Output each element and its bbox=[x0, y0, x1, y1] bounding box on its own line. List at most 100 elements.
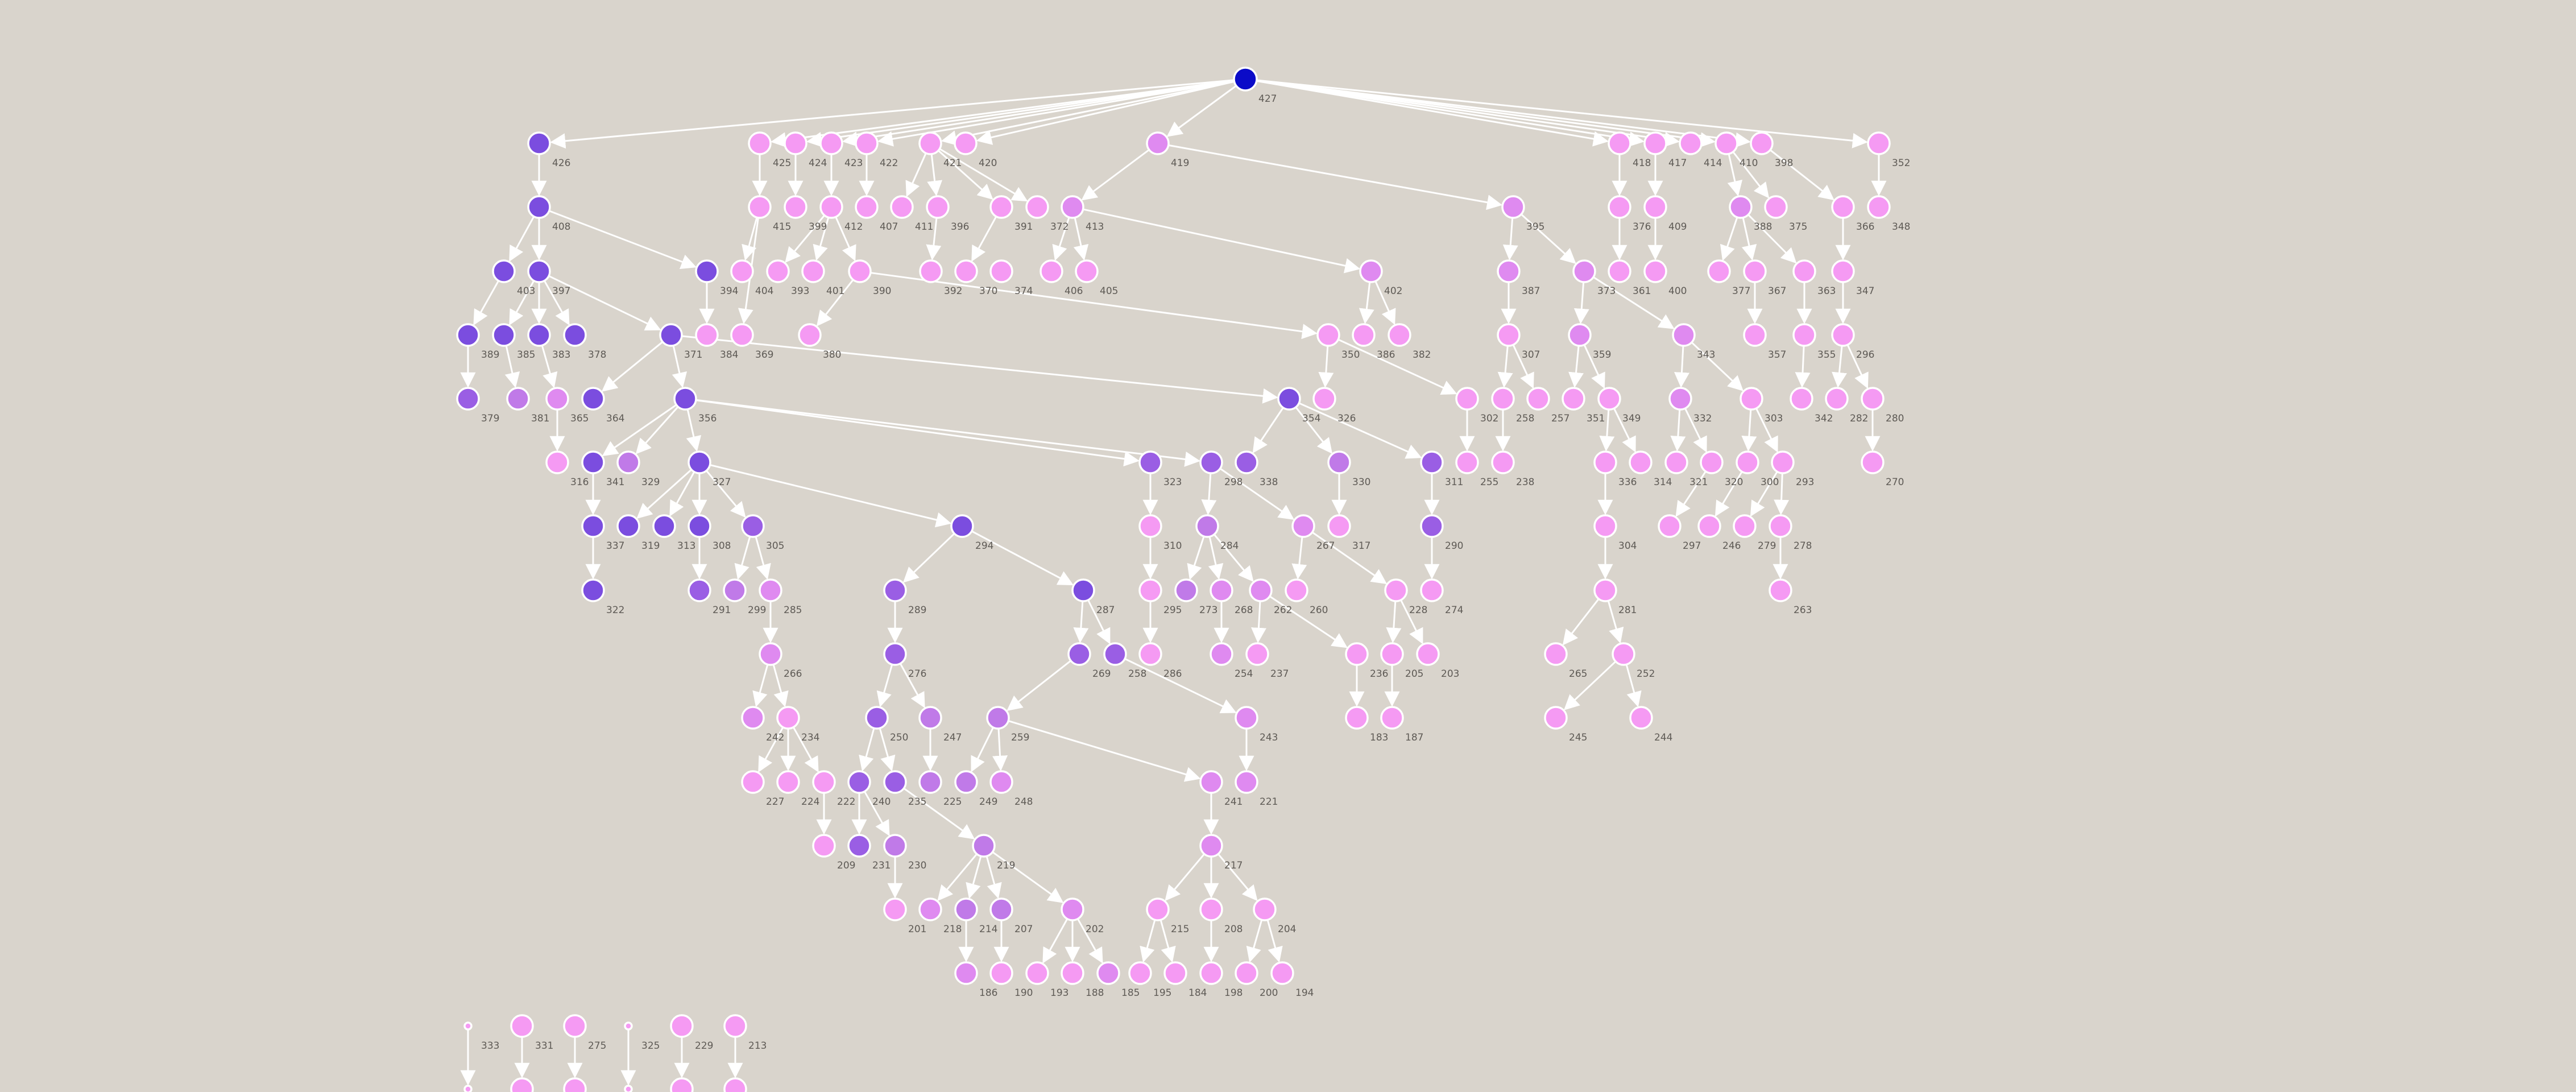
node-circle[interactable] bbox=[972, 834, 996, 858]
node-circle[interactable] bbox=[492, 323, 516, 347]
graph-node[interactable]: 222 bbox=[812, 770, 855, 808]
graph-node[interactable]: 258 bbox=[1103, 642, 1146, 680]
graph-node[interactable]: 386 bbox=[1352, 323, 1395, 361]
node-circle[interactable] bbox=[688, 450, 711, 474]
graph-node[interactable]: 331 bbox=[510, 1014, 553, 1052]
graph-node[interactable]: 286 bbox=[1138, 642, 1182, 680]
graph-node[interactable]: 347 bbox=[1831, 259, 1874, 297]
node-circle[interactable] bbox=[776, 770, 800, 794]
node-circle[interactable] bbox=[1285, 578, 1308, 602]
graph-node[interactable]: 237 bbox=[1245, 642, 1289, 680]
node-circle[interactable] bbox=[456, 387, 480, 411]
graph-node[interactable]: 215 bbox=[1146, 897, 1189, 935]
node-circle[interactable] bbox=[1497, 323, 1521, 347]
graph-node[interactable]: 419 bbox=[1146, 131, 1189, 169]
graph-node[interactable]: 418 bbox=[1608, 131, 1651, 169]
graph-node[interactable]: 425 bbox=[748, 131, 791, 169]
node-circle[interactable] bbox=[1352, 323, 1376, 347]
node-circle[interactable] bbox=[883, 578, 907, 602]
node-circle[interactable] bbox=[1729, 195, 1753, 219]
node-circle[interactable] bbox=[1491, 450, 1515, 474]
graph-node[interactable]: 274 bbox=[1420, 578, 1463, 616]
node-circle[interactable] bbox=[1769, 578, 1792, 602]
node-circle[interactable] bbox=[1061, 961, 1084, 985]
graph-node[interactable]: 366 bbox=[1831, 195, 1874, 233]
node-circle[interactable] bbox=[510, 1077, 534, 1092]
graph-node[interactable]: 194 bbox=[1270, 961, 1314, 999]
graph-node[interactable]: 356 bbox=[673, 387, 717, 424]
node-circle[interactable] bbox=[1455, 387, 1479, 411]
node-circle[interactable] bbox=[1067, 642, 1091, 666]
graph-node[interactable]: 270 bbox=[1861, 450, 1904, 488]
graph-node[interactable]: 333 bbox=[463, 1021, 499, 1052]
node-circle[interactable] bbox=[848, 259, 872, 283]
node-circle[interactable] bbox=[883, 770, 907, 794]
graph-node[interactable]: 348 bbox=[1867, 195, 1910, 233]
node-circle[interactable] bbox=[730, 323, 754, 347]
node-circle[interactable] bbox=[624, 1085, 633, 1092]
node-circle[interactable] bbox=[1736, 450, 1759, 474]
graph-node[interactable]: 190 bbox=[989, 961, 1033, 999]
node-circle[interactable] bbox=[1572, 259, 1596, 283]
graph-node[interactable]: 383 bbox=[527, 323, 570, 361]
graph-node[interactable]: 267 bbox=[1291, 514, 1335, 552]
node-circle[interactable] bbox=[784, 195, 807, 219]
node-circle[interactable] bbox=[1608, 131, 1631, 155]
graph-node[interactable]: 246 bbox=[1697, 514, 1741, 552]
graph-node[interactable]: 255 bbox=[1455, 450, 1498, 488]
node-circle[interactable] bbox=[545, 450, 569, 474]
node-circle[interactable] bbox=[659, 323, 683, 347]
node-circle[interactable] bbox=[1679, 131, 1703, 155]
node-circle[interactable] bbox=[855, 131, 879, 155]
node-circle[interactable] bbox=[1750, 131, 1774, 155]
node-circle[interactable] bbox=[919, 259, 943, 283]
graph-node[interactable]: 273 bbox=[1174, 578, 1217, 616]
node-circle[interactable] bbox=[1867, 195, 1891, 219]
node-circle[interactable] bbox=[1146, 897, 1170, 921]
graph-node[interactable]: 375 bbox=[1764, 195, 1807, 233]
graph-node[interactable]: 363 bbox=[1792, 259, 1836, 297]
node-circle[interactable] bbox=[1714, 131, 1738, 155]
node-circle[interactable] bbox=[673, 387, 697, 411]
graph-node[interactable]: 341 bbox=[581, 450, 624, 488]
node-circle[interactable] bbox=[748, 131, 772, 155]
graph-node[interactable]: 294 bbox=[950, 514, 993, 552]
graph-node[interactable]: 240 bbox=[847, 770, 891, 808]
graph-node[interactable]: 411 bbox=[890, 195, 933, 233]
node-circle[interactable] bbox=[1235, 961, 1258, 985]
node-circle[interactable] bbox=[989, 195, 1013, 219]
node-circle[interactable] bbox=[759, 578, 782, 602]
node-circle[interactable] bbox=[1210, 578, 1233, 602]
node-circle[interactable] bbox=[1544, 706, 1568, 730]
graph-node[interactable]: 420 bbox=[954, 131, 997, 169]
graph-node[interactable]: 413 bbox=[1061, 195, 1104, 233]
graph-node[interactable]: 230 bbox=[883, 834, 926, 871]
graph-node[interactable]: 336 bbox=[1593, 450, 1637, 488]
graph-node[interactable]: 290 bbox=[1420, 514, 1463, 552]
node-circle[interactable] bbox=[463, 1085, 473, 1092]
node-circle[interactable] bbox=[1199, 897, 1223, 921]
node-circle[interactable] bbox=[1163, 961, 1187, 985]
node-circle[interactable] bbox=[819, 195, 843, 219]
graph-node[interactable]: 384 bbox=[695, 323, 738, 361]
node-circle[interactable] bbox=[1658, 514, 1682, 538]
node-circle[interactable] bbox=[954, 770, 978, 794]
graph-node[interactable]: 304 bbox=[1593, 514, 1637, 552]
node-circle[interactable] bbox=[1825, 387, 1849, 411]
node-circle[interactable] bbox=[865, 706, 889, 730]
graph-node[interactable]: 209 bbox=[812, 834, 855, 871]
node-circle[interactable] bbox=[1388, 323, 1411, 347]
node-circle[interactable] bbox=[1792, 323, 1816, 347]
graph-node[interactable]: 308 bbox=[688, 514, 731, 552]
graph-node[interactable] bbox=[463, 1085, 473, 1092]
node-circle[interactable] bbox=[748, 195, 772, 219]
node-circle[interactable] bbox=[918, 131, 942, 155]
graph-node[interactable]: 291 bbox=[688, 578, 731, 616]
graph-node[interactable]: 185 bbox=[1096, 961, 1140, 999]
graph-node[interactable]: 313 bbox=[652, 514, 695, 552]
node-circle[interactable] bbox=[883, 642, 907, 666]
graph-node[interactable]: 203 bbox=[1416, 642, 1459, 680]
graph-node[interactable]: 325 bbox=[624, 1021, 660, 1052]
graph-node[interactable]: 297 bbox=[1658, 514, 1701, 552]
graph-node[interactable]: 322 bbox=[581, 578, 624, 616]
